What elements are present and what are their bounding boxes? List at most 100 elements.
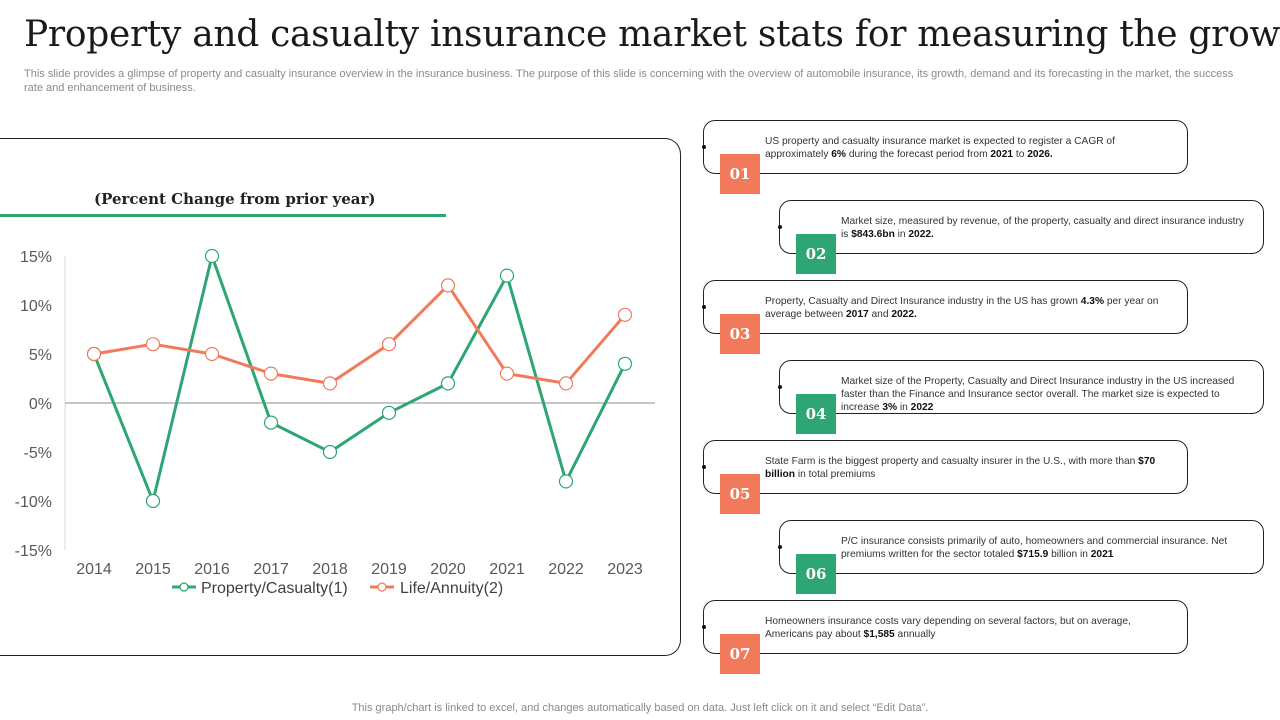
stat-highlight: 2022 (910, 402, 934, 413)
stat-card: US property and casualty insurance marke… (702, 120, 1188, 174)
stat-card: Market size, measured by revenue, of the… (778, 200, 1264, 254)
x-tick-label: 2015 (135, 561, 171, 578)
stat-highlight: $70 billion (765, 456, 1156, 480)
data-point (558, 376, 574, 391)
stat-number-badge: 06 (796, 554, 836, 594)
stat-text-part: US property and casualty insurance marke… (765, 136, 1115, 160)
y-tick-label: 10% (20, 298, 52, 315)
data-point (263, 415, 279, 430)
x-tick-label: 2022 (548, 561, 584, 578)
stat-highlight: 2026. (1027, 149, 1053, 160)
stat-text-part: Property, Casualty and Direct Insurance … (765, 296, 1081, 307)
stat-text-part: Market size, measured by revenue, of the… (841, 216, 1244, 240)
stat-highlight: 4.3% (1080, 296, 1105, 307)
data-point (558, 474, 574, 489)
bullet-dot-icon (778, 545, 782, 549)
data-point (263, 366, 279, 381)
stat-number-badge: 02 (796, 234, 836, 274)
stat-highlight: $843.6bn (851, 229, 895, 240)
data-point (499, 268, 515, 283)
y-tick-label: -5% (24, 445, 52, 462)
stat-text: Market size, measured by revenue, of the… (841, 215, 1249, 241)
data-point (204, 346, 220, 362)
line-chart[interactable]: 15% 10% 5% 0% -5% -10% -15% 2014 2015 2016 2017 201… (0, 230, 680, 610)
bullet-dot-icon (778, 385, 782, 389)
x-tick-label: 2021 (489, 561, 525, 578)
data-point (145, 493, 161, 509)
stat-text: P/C insurance consists primarily of auto… (841, 535, 1249, 561)
stat-text-part: per year on average between (765, 296, 1159, 320)
stat-number-badge: 05 (720, 474, 760, 514)
stat-text-part: Market size of the Property, Casualty an… (841, 376, 1235, 413)
legend-label: Life/Annuity(2) (400, 580, 503, 597)
y-tick-label: 15% (20, 249, 52, 266)
stat-card: State Farm is the biggest property and c… (702, 440, 1188, 494)
bullet-dot-icon (702, 465, 706, 469)
stat-text-part: billion in (1048, 549, 1091, 560)
stat-number-badge: 01 (720, 154, 760, 194)
x-tick-label: 2018 (312, 561, 348, 578)
stat-text-part: State Farm is the biggest property and c… (765, 456, 1139, 467)
stat-highlight: $715.9 (1017, 549, 1049, 560)
data-point (617, 307, 633, 322)
x-tick-label: 2019 (371, 561, 407, 578)
stat-text-part: during the forecast period from (845, 149, 991, 160)
chart-title: (Percent Change from prior year) (94, 190, 376, 208)
stat-text: State Farm is the biggest property and c… (765, 455, 1173, 481)
stat-card: P/C insurance consists primarily of auto… (778, 520, 1264, 574)
stat-text: Property, Casualty and Direct Insurance … (765, 295, 1173, 321)
chart-title-underline (0, 214, 446, 217)
stat-text-part: to (1013, 149, 1028, 160)
data-point (204, 248, 220, 264)
y-tick-label: -15% (15, 543, 52, 560)
data-point (86, 346, 102, 362)
bullet-dot-icon (702, 625, 706, 629)
stat-text: Market size of the Property, Casualty an… (841, 375, 1249, 414)
data-point (440, 376, 456, 391)
legend-marker (377, 582, 387, 592)
stat-text-part: in (897, 402, 911, 413)
stat-card: Market size of the Property, Casualty an… (778, 360, 1264, 414)
bullet-dot-icon (702, 305, 706, 309)
page-title: Property and casualty insurance market s… (24, 14, 1280, 55)
data-point (381, 337, 397, 352)
stat-text-part: P/C insurance consists primarily of auto… (841, 536, 1228, 560)
stat-highlight: 2022. (908, 229, 934, 240)
x-tick-label: 2020 (430, 561, 466, 578)
chart-panel (0, 138, 681, 656)
stat-highlight: 2017 (846, 309, 869, 320)
x-tick-label: 2016 (194, 561, 230, 578)
stat-highlight: 2021 (1090, 549, 1114, 560)
stat-text-part: in total premiums (795, 469, 876, 480)
x-tick-label: 2017 (253, 561, 289, 578)
stat-number-badge: 03 (720, 314, 760, 354)
data-point (499, 366, 515, 381)
y-tick-label: 0% (29, 396, 52, 413)
stat-number-badge: 07 (720, 634, 760, 674)
legend-marker (179, 582, 189, 592)
x-tick-label: 2014 (76, 561, 112, 578)
data-point (322, 444, 338, 460)
stat-text-part: Homeowners insurance costs vary dependin… (765, 616, 1131, 640)
stat-highlight: $1,585 (863, 629, 895, 640)
footer-note: This graph/chart is linked to excel, and… (351, 702, 929, 714)
data-point (381, 405, 397, 420)
stat-number-badge: 04 (796, 394, 836, 434)
data-point (145, 337, 161, 352)
stat-highlight: 2021 (990, 149, 1014, 160)
data-point (322, 376, 338, 391)
page-subtitle: This slide provides a glimpse of propert… (24, 68, 1234, 94)
stat-highlight: 3% (882, 402, 898, 413)
bullet-dot-icon (702, 145, 706, 149)
data-point (617, 356, 633, 371)
stat-text-part: in (894, 229, 909, 240)
bullet-dot-icon (778, 225, 782, 229)
stat-card: Property, Casualty and Direct Insurance … (702, 280, 1188, 334)
data-point (440, 278, 456, 293)
stat-text-part: annually (894, 629, 936, 640)
stat-card: Homeowners insurance costs vary dependin… (702, 600, 1188, 654)
legend-label: Property/Casualty(1) (201, 580, 348, 597)
series-line-2 (93, 283, 627, 385)
stat-text: Homeowners insurance costs vary dependin… (765, 615, 1173, 641)
stat-highlight: 2022. (891, 309, 917, 320)
